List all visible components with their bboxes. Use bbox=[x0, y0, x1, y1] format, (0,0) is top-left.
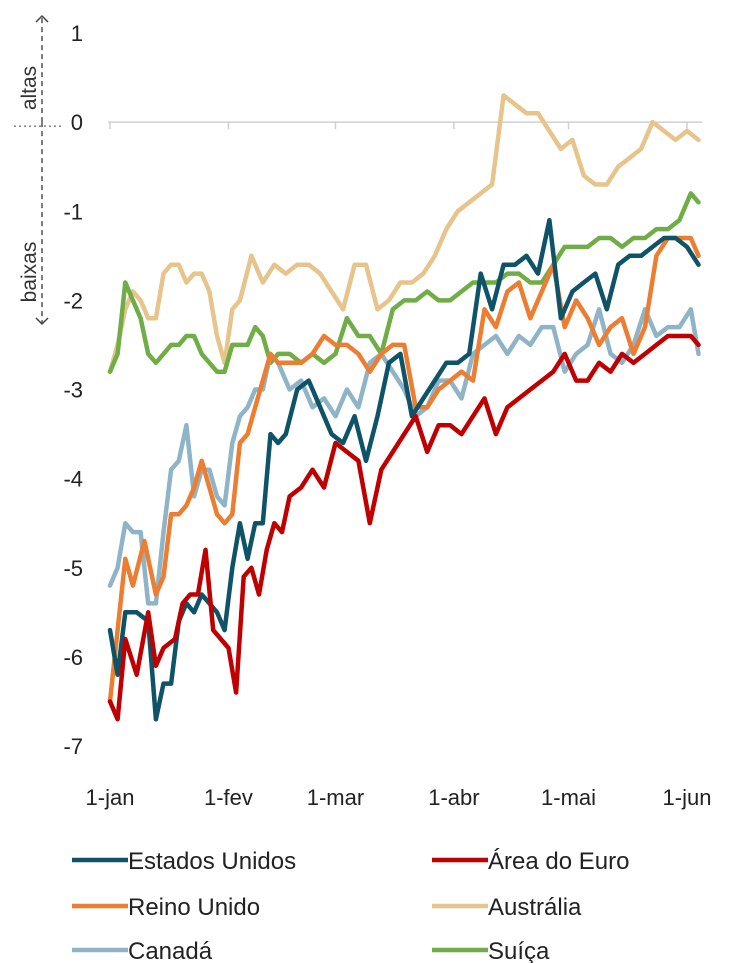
x-tick-label: 1-jun bbox=[663, 785, 712, 810]
y-tick-label: 0 bbox=[71, 110, 83, 135]
y-tick-label: -7 bbox=[63, 734, 83, 759]
legend: Estados Unidos Área do Euro Reino Unido Aus… bbox=[72, 848, 629, 963]
annotation-label-altas: altas bbox=[18, 66, 41, 110]
y-tick-label: -6 bbox=[63, 645, 83, 670]
x-tick-label: 1-abr bbox=[428, 785, 479, 810]
x-tick-label: 1-mar bbox=[307, 785, 364, 810]
x-tick-label: 1-fev bbox=[204, 785, 253, 810]
legend-label: Austrália bbox=[488, 894, 582, 921]
y-axis-tick-labels: 1 0 -1 -2 -3 -4 -5 -6 -7 bbox=[63, 21, 83, 759]
y-tick-label: -3 bbox=[63, 378, 83, 403]
annotation-label-baixas: baixas bbox=[18, 242, 41, 303]
x-tick-label: 1-jan bbox=[86, 785, 135, 810]
series-line-australia bbox=[107, 93, 701, 374]
high-low-annotation: altas baixas bbox=[14, 14, 62, 326]
legend-label: Estados Unidos bbox=[128, 848, 296, 875]
y-tick-label: -5 bbox=[63, 556, 83, 581]
series-line-canada bbox=[107, 307, 701, 606]
y-tick-label: 1 bbox=[71, 21, 83, 46]
series-line-reino-unido bbox=[107, 235, 701, 704]
y-tick-label: -4 bbox=[63, 467, 83, 492]
series-line-estados-unidos bbox=[107, 217, 701, 722]
x-tick-label: 1-mai bbox=[541, 785, 596, 810]
y-tick-label: -1 bbox=[63, 199, 83, 224]
legend-label: Canadá bbox=[128, 938, 213, 963]
x-axis-tick-labels: 1-jan 1-fev 1-mar 1-abr 1-mai 1-jun bbox=[86, 122, 712, 810]
legend-label: Reino Unido bbox=[128, 894, 260, 921]
series-line-suica bbox=[107, 191, 701, 374]
series-lines bbox=[107, 93, 701, 722]
series-line-area-do-euro bbox=[107, 333, 701, 722]
legend-label: Área do Euro bbox=[488, 848, 629, 875]
y-tick-label: -2 bbox=[63, 288, 83, 313]
legend-label: Suíça bbox=[488, 938, 550, 963]
